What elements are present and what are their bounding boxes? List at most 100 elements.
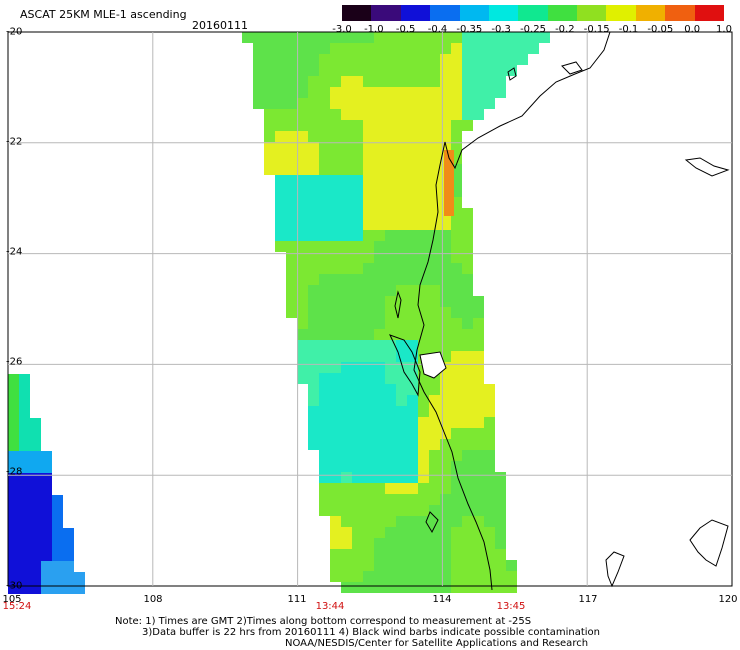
- swath-cell: [341, 142, 352, 153]
- swath-cell: [319, 417, 330, 428]
- plot-frame: [7, 31, 733, 587]
- swath-cell: [484, 87, 495, 98]
- swath-cell: [451, 351, 462, 362]
- swath-cell: [264, 65, 275, 76]
- swath-cell: [19, 495, 30, 506]
- swath-cell: [385, 285, 396, 296]
- swath-cell: [253, 43, 264, 54]
- swath-cell: [308, 230, 319, 241]
- swath-cell: [429, 395, 440, 406]
- swath-cell: [275, 120, 286, 131]
- swath-cell: [352, 98, 363, 109]
- swath-cell: [451, 428, 462, 439]
- swath-cell: [385, 252, 396, 263]
- swath-cell: [363, 560, 374, 571]
- swath-cell: [385, 142, 396, 153]
- swath-cell: [319, 87, 330, 98]
- swath-cell: [308, 252, 319, 263]
- swath-cell: [440, 230, 451, 241]
- swath-cell: [30, 572, 41, 583]
- swath-cell: [341, 175, 352, 186]
- swath-cell: [286, 274, 297, 285]
- colorbar-tick-label: -0.35: [456, 24, 483, 35]
- swath-cell: [451, 582, 462, 593]
- swath-cell: [319, 483, 330, 494]
- swath-cell: [297, 197, 308, 208]
- swath-cell: [462, 285, 473, 296]
- swath-cell: [495, 65, 506, 76]
- swath-cell: [440, 285, 451, 296]
- swath-cell: [374, 76, 385, 87]
- swath-cell: [19, 583, 30, 594]
- swath-cell: [275, 241, 286, 252]
- swath-cell: [286, 76, 297, 87]
- swath-cell: [396, 538, 407, 549]
- swath-cell: [506, 43, 517, 54]
- swath-cell: [407, 362, 418, 373]
- colorbar-tick-label: -0.25: [520, 24, 546, 35]
- swath-cell: [451, 538, 462, 549]
- swath-cell: [418, 241, 429, 252]
- note-line-3: NOAA/NESDIS/Center for Satellite Applica…: [285, 638, 589, 649]
- swath-cell: [330, 43, 341, 54]
- swath-cell: [275, 32, 286, 43]
- swath-cell: [330, 483, 341, 494]
- swath-cell: [473, 98, 484, 109]
- swath-cell: [341, 241, 352, 252]
- swath-cell: [19, 473, 30, 484]
- swath-cell: [352, 450, 363, 461]
- swath-cell: [352, 274, 363, 285]
- swath-cell: [330, 527, 341, 538]
- swath-cell: [462, 483, 473, 494]
- swath-cell: [341, 582, 352, 593]
- swath-cell: [319, 505, 330, 516]
- colorbar-segment: [488, 5, 519, 21]
- swath-cell: [330, 549, 341, 560]
- swath-cell: [297, 274, 308, 285]
- swath-cell: [308, 208, 319, 219]
- swath-cell: [462, 241, 473, 252]
- swath-cell: [308, 417, 319, 428]
- swath-cell: [297, 362, 308, 373]
- swath-cell: [308, 362, 319, 373]
- swath-cell: [396, 208, 407, 219]
- swath-cell: [352, 208, 363, 219]
- swath-cell: [484, 494, 495, 505]
- swath-cell: [440, 428, 451, 439]
- swath-cell: [396, 417, 407, 428]
- swath-cell: [19, 539, 30, 550]
- swath-cell: [462, 538, 473, 549]
- swath-cell: [374, 175, 385, 186]
- swath-cell: [528, 32, 539, 43]
- swath-cell: [440, 384, 451, 395]
- swath-cell: [418, 32, 429, 43]
- swath-cell: [451, 494, 462, 505]
- island: [561, 61, 583, 75]
- swath-cell: [451, 285, 462, 296]
- swath-cell: [8, 407, 19, 418]
- swath-cell: [319, 461, 330, 472]
- swath-cell: [418, 296, 429, 307]
- swath-cell: [8, 583, 19, 594]
- swath-cell: [363, 197, 374, 208]
- swath-cell: [429, 274, 440, 285]
- swath-cell: [297, 351, 308, 362]
- swath-cell: [363, 450, 374, 461]
- swath-cell: [429, 131, 440, 142]
- swath-cell: [352, 87, 363, 98]
- swath-cell: [275, 76, 286, 87]
- swath-cell: [440, 395, 451, 406]
- swath-cell: [63, 572, 74, 583]
- swath-cell: [462, 516, 473, 527]
- swath-cell: [308, 329, 319, 340]
- swath-cell: [440, 373, 451, 384]
- swath-cell: [385, 230, 396, 241]
- swath-cell: [385, 54, 396, 65]
- swath-cell: [19, 385, 30, 396]
- swath-cell: [330, 230, 341, 241]
- swath-cell: [484, 32, 495, 43]
- swath-cell: [517, 54, 528, 65]
- swath-cell: [374, 538, 385, 549]
- swath-cell: [385, 549, 396, 560]
- swath-cell: [19, 429, 30, 440]
